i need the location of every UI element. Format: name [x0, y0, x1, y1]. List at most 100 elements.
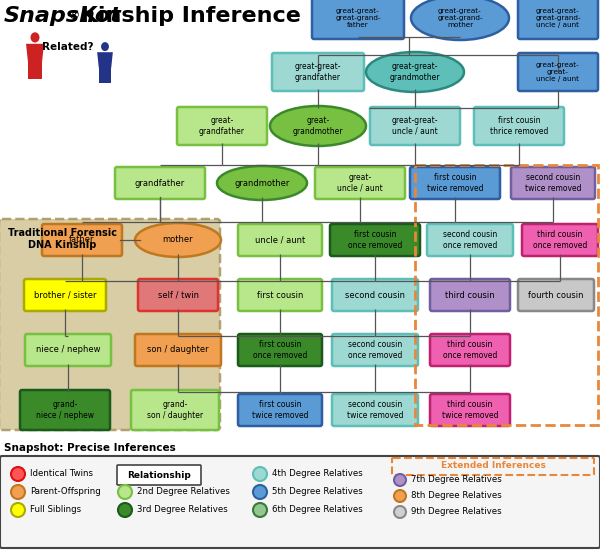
FancyBboxPatch shape — [511, 167, 595, 199]
Text: first cousin
once removed: first cousin once removed — [348, 230, 402, 250]
FancyBboxPatch shape — [0, 456, 600, 548]
Text: fourth cousin: fourth cousin — [528, 290, 584, 300]
FancyBboxPatch shape — [115, 167, 205, 199]
FancyBboxPatch shape — [42, 224, 122, 256]
Polygon shape — [105, 68, 111, 83]
Text: grandfather: grandfather — [135, 179, 185, 188]
Text: 5th Degree Relatives: 5th Degree Relatives — [272, 487, 363, 497]
Text: great-
uncle / aunt: great- uncle / aunt — [337, 173, 383, 192]
Ellipse shape — [366, 52, 464, 92]
Text: 9th Degree Relatives: 9th Degree Relatives — [411, 508, 502, 516]
Polygon shape — [28, 62, 35, 79]
Bar — [415, 165, 598, 425]
Circle shape — [394, 474, 406, 486]
Ellipse shape — [31, 32, 40, 42]
Text: first cousin
once removed: first cousin once removed — [253, 340, 307, 360]
FancyBboxPatch shape — [238, 394, 322, 426]
Text: first cousin
thrice removed: first cousin thrice removed — [490, 116, 548, 136]
Text: Relationship: Relationship — [127, 470, 191, 480]
Circle shape — [118, 485, 132, 499]
FancyBboxPatch shape — [430, 334, 510, 366]
Text: first cousin
twice removed: first cousin twice removed — [252, 400, 308, 420]
Text: Traditional Forensic
DNA Kinship: Traditional Forensic DNA Kinship — [8, 228, 117, 250]
Text: first cousin
twice removed: first cousin twice removed — [427, 173, 483, 192]
FancyBboxPatch shape — [427, 224, 513, 256]
Text: father: father — [69, 235, 95, 245]
Text: second cousin
once removed: second cousin once removed — [443, 230, 497, 250]
Text: great-great-
great-grand-
father: great-great- great-grand- father — [335, 8, 381, 28]
Text: uncle / aunt: uncle / aunt — [255, 235, 305, 245]
Text: great-great-
uncle / aunt: great-great- uncle / aunt — [392, 116, 438, 136]
FancyBboxPatch shape — [518, 279, 594, 311]
Circle shape — [11, 503, 25, 517]
Text: Extended Inferences: Extended Inferences — [440, 461, 545, 470]
Text: great-great-
grandmother: great-great- grandmother — [390, 62, 440, 82]
Text: son / daughter: son / daughter — [147, 345, 209, 355]
Text: first cousin: first cousin — [257, 290, 303, 300]
FancyBboxPatch shape — [0, 219, 220, 430]
FancyBboxPatch shape — [330, 224, 420, 256]
FancyBboxPatch shape — [518, 0, 598, 39]
Text: 2nd Degree Relatives: 2nd Degree Relatives — [137, 487, 230, 497]
FancyBboxPatch shape — [117, 465, 201, 485]
Ellipse shape — [217, 166, 307, 200]
FancyBboxPatch shape — [410, 167, 500, 199]
Ellipse shape — [411, 0, 509, 40]
Text: niece / nephew: niece / nephew — [36, 345, 100, 355]
Text: great-
grandmother: great- grandmother — [293, 116, 343, 136]
FancyBboxPatch shape — [238, 224, 322, 256]
Circle shape — [11, 485, 25, 499]
Text: second cousin
once removed: second cousin once removed — [348, 340, 402, 360]
FancyBboxPatch shape — [131, 390, 219, 430]
Circle shape — [253, 467, 267, 481]
Text: second cousin
twice removed: second cousin twice removed — [347, 400, 403, 420]
Circle shape — [118, 503, 132, 517]
Text: 6th Degree Relatives: 6th Degree Relatives — [272, 505, 363, 514]
FancyBboxPatch shape — [518, 53, 598, 91]
FancyBboxPatch shape — [332, 279, 418, 311]
Ellipse shape — [135, 223, 221, 257]
Text: great-
grandfather: great- grandfather — [199, 116, 245, 136]
Text: grand-
niece / nephew: grand- niece / nephew — [36, 400, 94, 420]
Text: Identical Twins: Identical Twins — [30, 470, 93, 478]
FancyBboxPatch shape — [135, 334, 221, 366]
Circle shape — [253, 503, 267, 517]
Text: third cousin: third cousin — [445, 290, 495, 300]
Text: brother / sister: brother / sister — [34, 290, 96, 300]
FancyBboxPatch shape — [332, 334, 418, 366]
Polygon shape — [97, 52, 113, 68]
Text: second cousin: second cousin — [345, 290, 405, 300]
FancyBboxPatch shape — [370, 107, 460, 145]
Polygon shape — [35, 62, 42, 79]
FancyBboxPatch shape — [315, 167, 405, 199]
Text: Full Siblings: Full Siblings — [30, 505, 81, 514]
Text: third cousin
twice removed: third cousin twice removed — [442, 400, 498, 420]
FancyBboxPatch shape — [25, 334, 111, 366]
Polygon shape — [99, 68, 105, 83]
Text: mother: mother — [163, 235, 193, 245]
Text: 8th Degree Relatives: 8th Degree Relatives — [411, 492, 502, 500]
Polygon shape — [26, 44, 44, 62]
Text: Parent-Offspring: Parent-Offspring — [30, 487, 101, 497]
FancyBboxPatch shape — [522, 224, 598, 256]
Circle shape — [394, 506, 406, 518]
Text: 7th Degree Relatives: 7th Degree Relatives — [411, 476, 502, 485]
Text: great-great-
grandfather: great-great- grandfather — [295, 62, 341, 82]
Text: Snapshot: Precise Inferences: Snapshot: Precise Inferences — [4, 443, 176, 453]
FancyBboxPatch shape — [272, 53, 364, 91]
Text: grand-
son / daughter: grand- son / daughter — [147, 400, 203, 420]
FancyBboxPatch shape — [20, 390, 110, 430]
Text: great-great-
great-grand-
mother: great-great- great-grand- mother — [437, 8, 483, 28]
Text: great-great-
great-
uncle / aunt: great-great- great- uncle / aunt — [536, 62, 580, 82]
Text: third cousin
once removed: third cousin once removed — [443, 340, 497, 360]
Text: 4th Degree Relatives: 4th Degree Relatives — [272, 470, 363, 478]
FancyBboxPatch shape — [474, 107, 564, 145]
Ellipse shape — [270, 106, 366, 146]
Ellipse shape — [101, 42, 109, 51]
Text: great-great-
great-grand-
uncle / aunt: great-great- great-grand- uncle / aunt — [535, 8, 581, 28]
FancyBboxPatch shape — [312, 0, 404, 39]
FancyBboxPatch shape — [430, 394, 510, 426]
FancyBboxPatch shape — [177, 107, 267, 145]
FancyBboxPatch shape — [430, 279, 510, 311]
FancyBboxPatch shape — [238, 279, 322, 311]
